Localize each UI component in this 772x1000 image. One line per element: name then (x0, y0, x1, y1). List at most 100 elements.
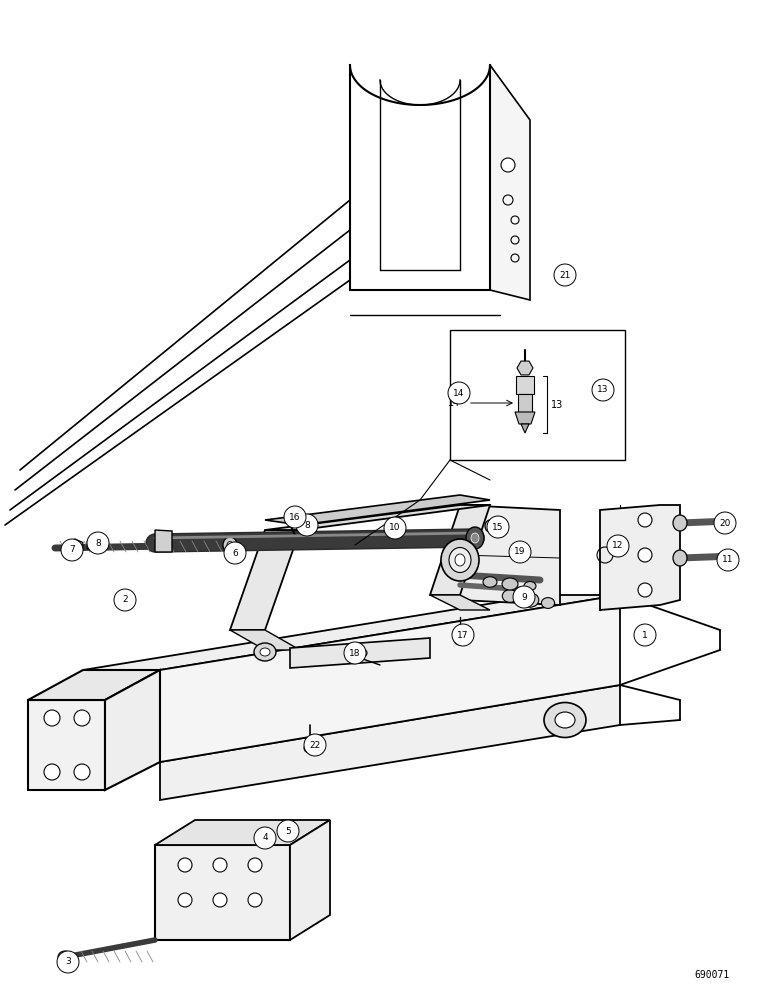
Circle shape (178, 858, 192, 872)
Ellipse shape (288, 513, 296, 523)
Text: 5: 5 (285, 826, 291, 836)
Circle shape (114, 589, 136, 611)
Ellipse shape (524, 582, 536, 590)
Polygon shape (517, 361, 533, 375)
Ellipse shape (544, 702, 586, 738)
Ellipse shape (471, 533, 479, 543)
Polygon shape (155, 530, 172, 552)
Polygon shape (460, 505, 560, 605)
Polygon shape (83, 595, 620, 670)
Polygon shape (490, 65, 530, 300)
Polygon shape (230, 630, 300, 650)
Polygon shape (430, 505, 490, 595)
Ellipse shape (502, 578, 518, 590)
Circle shape (607, 535, 629, 557)
Circle shape (634, 624, 656, 646)
Circle shape (638, 513, 652, 527)
Ellipse shape (262, 830, 274, 840)
Circle shape (509, 541, 531, 563)
Text: 690071: 690071 (695, 970, 730, 980)
Polygon shape (230, 530, 300, 630)
Circle shape (501, 158, 515, 172)
Ellipse shape (454, 635, 466, 645)
Polygon shape (521, 424, 529, 433)
Text: 12: 12 (612, 542, 624, 550)
Text: 16: 16 (290, 512, 301, 522)
Circle shape (638, 548, 652, 562)
Circle shape (57, 951, 79, 973)
Text: 8: 8 (304, 520, 310, 530)
Circle shape (513, 586, 535, 608)
Polygon shape (265, 495, 490, 525)
Bar (450, 330, 625, 460)
Ellipse shape (503, 590, 518, 602)
Polygon shape (160, 685, 620, 800)
Ellipse shape (449, 548, 471, 572)
Circle shape (304, 734, 326, 756)
Circle shape (254, 827, 276, 849)
Text: 10: 10 (389, 524, 401, 532)
Circle shape (74, 764, 90, 780)
Polygon shape (600, 505, 680, 610)
Circle shape (74, 710, 90, 726)
Ellipse shape (254, 643, 276, 661)
Polygon shape (518, 394, 532, 412)
Circle shape (638, 583, 652, 597)
Circle shape (178, 893, 192, 907)
Circle shape (296, 514, 318, 536)
Polygon shape (105, 670, 160, 790)
Ellipse shape (305, 522, 315, 534)
Polygon shape (28, 700, 105, 790)
Circle shape (592, 379, 614, 401)
Ellipse shape (353, 648, 367, 658)
Text: 7: 7 (69, 546, 75, 554)
Text: 13: 13 (598, 385, 609, 394)
Text: 14: 14 (448, 398, 460, 408)
Ellipse shape (541, 598, 554, 608)
Circle shape (44, 710, 60, 726)
Ellipse shape (441, 539, 479, 581)
Ellipse shape (58, 951, 72, 963)
Circle shape (717, 549, 739, 571)
Circle shape (487, 516, 509, 538)
Circle shape (284, 506, 306, 528)
Circle shape (213, 893, 227, 907)
Circle shape (248, 858, 262, 872)
Polygon shape (515, 412, 535, 424)
Polygon shape (87, 538, 103, 552)
Polygon shape (155, 845, 290, 940)
Text: 6: 6 (232, 548, 238, 558)
Circle shape (714, 512, 736, 534)
Polygon shape (155, 820, 330, 845)
Polygon shape (265, 505, 490, 530)
Text: 22: 22 (310, 740, 320, 750)
Ellipse shape (227, 542, 233, 548)
Ellipse shape (673, 515, 687, 531)
Circle shape (224, 542, 246, 564)
Ellipse shape (485, 520, 495, 532)
Polygon shape (290, 820, 330, 940)
Text: 17: 17 (457, 631, 469, 640)
Ellipse shape (304, 743, 316, 753)
Circle shape (452, 624, 474, 646)
Ellipse shape (483, 577, 497, 587)
Circle shape (277, 820, 299, 842)
Text: 19: 19 (514, 548, 526, 556)
Polygon shape (516, 376, 534, 394)
Ellipse shape (455, 554, 465, 566)
Text: 14: 14 (453, 388, 465, 397)
Polygon shape (290, 638, 430, 668)
Text: 20: 20 (720, 518, 730, 528)
Text: 11: 11 (723, 556, 733, 564)
Text: 2: 2 (122, 595, 128, 604)
Ellipse shape (555, 712, 575, 728)
Polygon shape (160, 595, 620, 762)
Text: 21: 21 (559, 270, 571, 279)
Circle shape (554, 264, 576, 286)
Circle shape (44, 764, 60, 780)
Circle shape (344, 642, 366, 664)
Text: 1: 1 (642, 631, 648, 640)
Circle shape (448, 382, 470, 404)
Ellipse shape (280, 824, 290, 832)
Text: 4: 4 (262, 834, 268, 842)
